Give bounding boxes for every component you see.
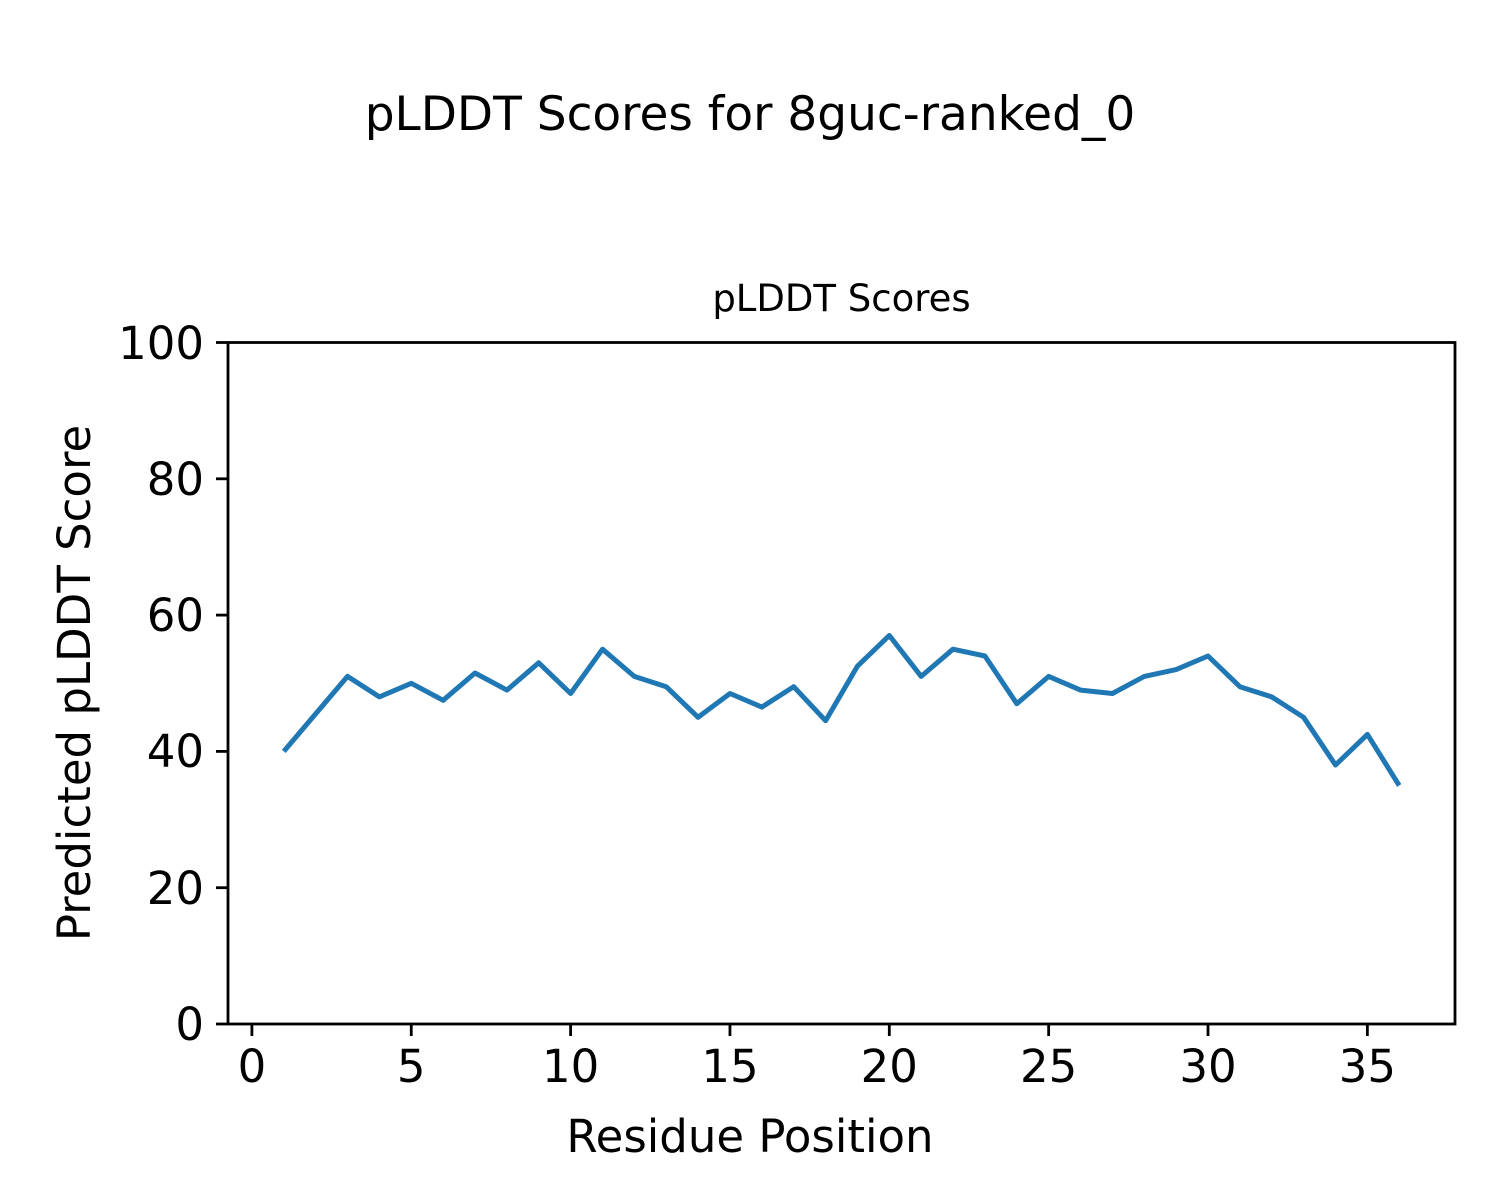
x-tick-label: 5	[396, 1040, 426, 1093]
y-tick-label: 20	[146, 861, 204, 915]
y-tick-label: 80	[146, 452, 204, 506]
y-axis-label: Predicted pLDDT Score	[48, 424, 101, 942]
axes-title: pLDDT Scores	[712, 277, 971, 320]
x-tick-label: 25	[1020, 1040, 1078, 1093]
x-tick-label: 10	[541, 1040, 600, 1093]
x-tick-label: 0	[237, 1040, 267, 1093]
y-tick-label: 0	[175, 998, 204, 1051]
y-tick-label: 100	[118, 316, 204, 370]
plot-box	[226, 341, 1457, 1026]
x-axis-label: Residue Position	[566, 1110, 934, 1163]
y-tick-label: 40	[146, 725, 204, 779]
x-tick-label: 15	[701, 1040, 759, 1093]
x-tick-label: 30	[1179, 1040, 1237, 1093]
x-tick-label: 35	[1338, 1040, 1396, 1093]
figure-title: pLDDT Scores for 8guc-ranked_0	[364, 87, 1136, 142]
plddt-line	[281, 633, 1402, 787]
x-tick-label: 20	[860, 1040, 918, 1093]
y-tick-label: 60	[146, 589, 204, 643]
